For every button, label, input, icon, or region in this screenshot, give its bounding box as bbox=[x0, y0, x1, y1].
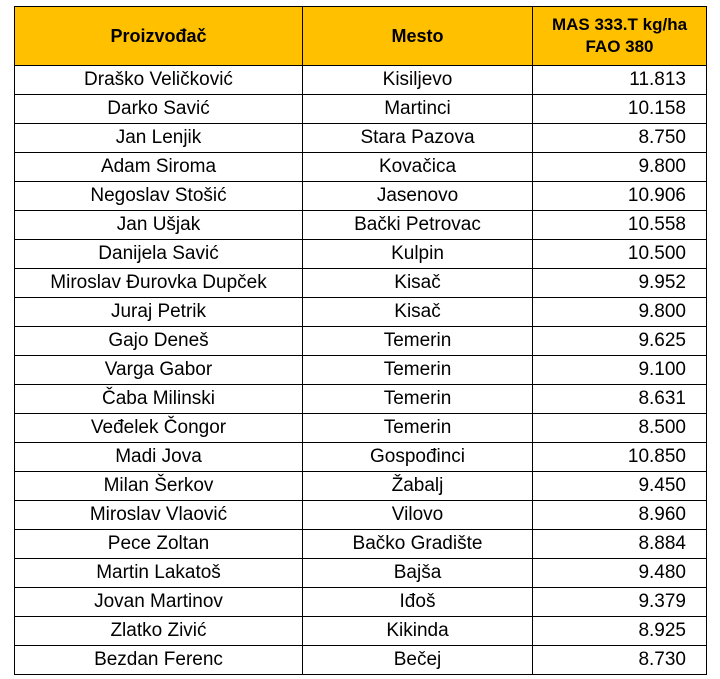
cell-producer: Varga Gabor bbox=[14, 355, 303, 385]
cell-yield: 9.379 bbox=[532, 587, 707, 617]
header-yield-line1: MAS 333.T kg/ha bbox=[551, 15, 688, 34]
cell-place: Kikinda bbox=[302, 616, 533, 646]
cell-yield: 9.450 bbox=[532, 471, 707, 501]
cell-producer: Jan Ušjak bbox=[14, 210, 303, 240]
table-row: Bezdan Ferenc Bečej 8.730 bbox=[14, 645, 707, 675]
cell-producer: Martin Lakatoš bbox=[14, 558, 303, 588]
cell-yield: 9.100 bbox=[532, 355, 707, 385]
cell-place: Bečej bbox=[302, 645, 533, 675]
cell-producer: Zlatko Zivić bbox=[14, 616, 303, 646]
cell-yield: 8.960 bbox=[532, 500, 707, 530]
table-row: Darko Savić Martinci 10.158 bbox=[14, 94, 707, 124]
table-row: Jovan Martinov Iđoš 9.379 bbox=[14, 587, 707, 617]
header-yield: MAS 333.T kg/ha FAO 380 bbox=[532, 6, 707, 66]
table-row: Gajo Deneš Temerin 9.625 bbox=[14, 326, 707, 356]
cell-place: Kisač bbox=[302, 268, 533, 298]
cell-yield: 8.730 bbox=[532, 645, 707, 675]
table-row: Čaba Milinski Temerin 8.631 bbox=[14, 384, 707, 414]
table-row: Jan Lenjik Stara Pazova 8.750 bbox=[14, 123, 707, 153]
table-row: Danijela Savić Kulpin 10.500 bbox=[14, 239, 707, 269]
cell-producer: Madi Jova bbox=[14, 442, 303, 472]
cell-producer: Jovan Martinov bbox=[14, 587, 303, 617]
cell-place: Gospođinci bbox=[302, 442, 533, 472]
cell-place: Martinci bbox=[302, 94, 533, 124]
cell-yield: 10.158 bbox=[532, 94, 707, 124]
cell-producer: Negoslav Stošić bbox=[14, 181, 303, 211]
table-row: Martin Lakatoš Bajša 9.480 bbox=[14, 558, 707, 588]
table-row: Jan Ušjak Bački Petrovac 10.558 bbox=[14, 210, 707, 240]
table-row: Draško Veličković Kisiljevo 11.813 bbox=[14, 65, 707, 95]
cell-producer: Juraj Petrik bbox=[14, 297, 303, 327]
cell-place: Stara Pazova bbox=[302, 123, 533, 153]
cell-place: Kovačica bbox=[302, 152, 533, 182]
cell-place: Bajša bbox=[302, 558, 533, 588]
cell-place: Bački Petrovac bbox=[302, 210, 533, 240]
cell-producer: Bezdan Ferenc bbox=[14, 645, 303, 675]
cell-producer: Draško Veličković bbox=[14, 65, 303, 95]
cell-yield: 9.625 bbox=[532, 326, 707, 356]
cell-yield: 9.800 bbox=[532, 297, 707, 327]
cell-producer: Pece Zoltan bbox=[14, 529, 303, 559]
table-row: Pece Zoltan Bačko Gradište 8.884 bbox=[14, 529, 707, 559]
header-producer: Proizvođač bbox=[14, 6, 303, 66]
cell-place: Kulpin bbox=[302, 239, 533, 269]
table-row: Juraj Petrik Kisač 9.800 bbox=[14, 297, 707, 327]
cell-producer: Danijela Savić bbox=[14, 239, 303, 269]
cell-yield: 10.558 bbox=[532, 210, 707, 240]
cell-yield: 8.631 bbox=[532, 384, 707, 414]
cell-producer: Miroslav Vlaović bbox=[14, 500, 303, 530]
table-header: Proizvođač Mesto MAS 333.T kg/ha FAO 380 bbox=[14, 6, 707, 66]
cell-yield: 10.906 bbox=[532, 181, 707, 211]
cell-place: Jasenovo bbox=[302, 181, 533, 211]
cell-place: Temerin bbox=[302, 413, 533, 443]
table-row: Miroslav Vlaović Vilovo 8.960 bbox=[14, 500, 707, 530]
cell-yield: 9.800 bbox=[532, 152, 707, 182]
cell-yield: 9.480 bbox=[532, 558, 707, 588]
cell-place: Bačko Gradište bbox=[302, 529, 533, 559]
cell-yield: 10.850 bbox=[532, 442, 707, 472]
cell-producer: Miroslav Đurovka Dupček bbox=[14, 268, 303, 298]
cell-place: Temerin bbox=[302, 355, 533, 385]
header-row: Proizvođač Mesto MAS 333.T kg/ha FAO 380 bbox=[14, 6, 707, 66]
table-row: Milan Šerkov Žabalj 9.450 bbox=[14, 471, 707, 501]
cell-yield: 8.884 bbox=[532, 529, 707, 559]
cell-place: Kisiljevo bbox=[302, 65, 533, 95]
cell-producer: Veđelek Čongor bbox=[14, 413, 303, 443]
cell-yield: 8.925 bbox=[532, 616, 707, 646]
cell-place: Žabalj bbox=[302, 471, 533, 501]
cell-yield: 11.813 bbox=[532, 65, 707, 95]
cell-place: Kisač bbox=[302, 297, 533, 327]
cell-producer: Jan Lenjik bbox=[14, 123, 303, 153]
cell-producer: Gajo Deneš bbox=[14, 326, 303, 356]
cell-producer: Darko Savić bbox=[14, 94, 303, 124]
yield-table: Proizvođač Mesto MAS 333.T kg/ha FAO 380… bbox=[14, 6, 707, 675]
table-row: Madi Jova Gospođinci 10.850 bbox=[14, 442, 707, 472]
header-place: Mesto bbox=[302, 6, 533, 66]
cell-producer: Adam Siroma bbox=[14, 152, 303, 182]
cell-yield: 8.750 bbox=[532, 123, 707, 153]
cell-place: Vilovo bbox=[302, 500, 533, 530]
table-body: Draško Veličković Kisiljevo 11.813 Darko Sa… bbox=[14, 65, 707, 675]
cell-yield: 8.500 bbox=[532, 413, 707, 443]
header-yield-line2: FAO 380 bbox=[585, 37, 654, 56]
table-row: Varga Gabor Temerin 9.100 bbox=[14, 355, 707, 385]
table-row: Negoslav Stošić Jasenovo 10.906 bbox=[14, 181, 707, 211]
cell-yield: 9.952 bbox=[532, 268, 707, 298]
cell-producer: Milan Šerkov bbox=[14, 471, 303, 501]
table-row: Adam Siroma Kovačica 9.800 bbox=[14, 152, 707, 182]
table-row: Miroslav Đurovka Dupček Kisač 9.952 bbox=[14, 268, 707, 298]
cell-place: Temerin bbox=[302, 384, 533, 414]
cell-place: Iđoš bbox=[302, 587, 533, 617]
cell-place: Temerin bbox=[302, 326, 533, 356]
table-row: Veđelek Čongor Temerin 8.500 bbox=[14, 413, 707, 443]
cell-producer: Čaba Milinski bbox=[14, 384, 303, 414]
cell-yield: 10.500 bbox=[532, 239, 707, 269]
table-row: Zlatko Zivić Kikinda 8.925 bbox=[14, 616, 707, 646]
